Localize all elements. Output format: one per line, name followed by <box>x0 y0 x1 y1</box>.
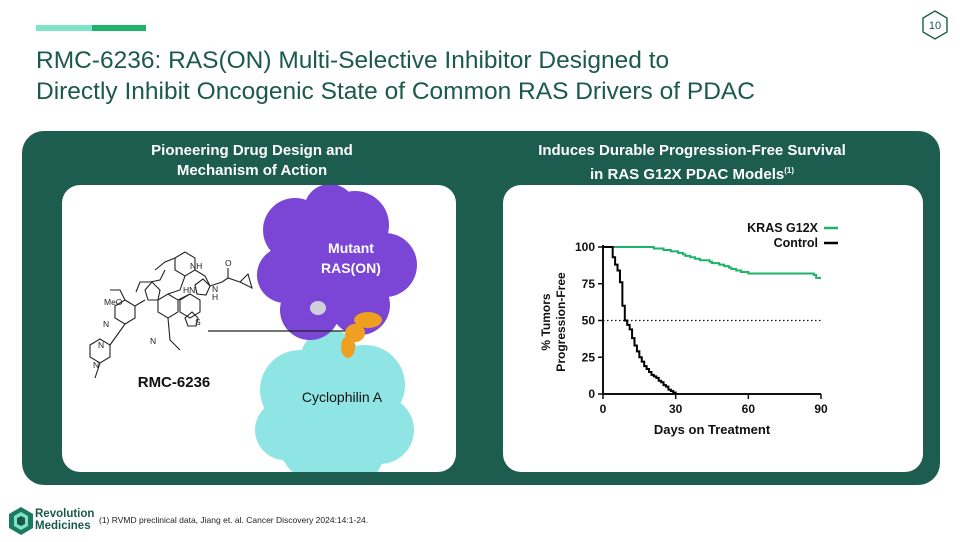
chart-series <box>603 246 821 394</box>
atom-label-nh: NH <box>190 261 202 271</box>
y-tick-label: 50 <box>582 314 596 328</box>
page-title: RMC-6236: RAS(ON) Multi-Selective Inhibi… <box>36 45 916 107</box>
atom-label-s: S <box>195 317 201 327</box>
atom-label-h-amide: H <box>212 292 218 302</box>
legend-label-1: KRAS G12X <box>747 221 819 235</box>
legend-label-2: Control <box>774 236 818 250</box>
company-logo-icon <box>9 507 33 535</box>
binding-pocket <box>310 301 326 315</box>
molecule-name: RMC-6236 <box>138 374 211 391</box>
drug-molecule-surface <box>341 312 382 358</box>
y-tick-label: 0 <box>588 387 595 401</box>
left-heading-line-2: Mechanism of Action <box>176 162 328 179</box>
atom-label-n-indole: N <box>150 336 156 346</box>
page-number-badge: 10 <box>922 10 948 40</box>
mutant-ras-protein <box>257 185 417 340</box>
company-name-line-2: Medicines <box>35 520 91 532</box>
x-tick-label: 90 <box>814 402 828 416</box>
x-tick-label: 60 <box>742 402 756 416</box>
atom-label-meo: MeO <box>104 297 123 307</box>
y-axis-label-line-1: % Tumors <box>539 293 553 350</box>
accent-bar-light <box>36 25 92 31</box>
accent-bar-dark <box>92 25 146 31</box>
left-heading-line-1: Pioneering Drug Design and <box>151 142 353 159</box>
series-line-1 <box>603 246 821 279</box>
x-tick-label: 0 <box>600 402 607 416</box>
x-axis-label: Days on Treatment <box>654 422 771 437</box>
chemical-structure <box>89 251 253 379</box>
right-heading-line-2: in RAS G12X PDAC Models <box>590 166 785 183</box>
y-tick-label: 100 <box>575 240 595 254</box>
y-axis-label-line-2: Progression-Free <box>554 272 568 372</box>
page-number: 10 <box>929 20 941 32</box>
chart-axes: 0 25 50 75 100 0 30 60 90 <box>575 240 828 416</box>
heading-footnote-ref: (1) <box>784 166 794 175</box>
mechanism-illustration: Mutant RAS(ON) Cyclophilin A MeO N HN NH… <box>89 185 417 472</box>
structure-atom-labels: MeO N HN NH N H O S N N N <box>93 258 232 370</box>
series-line-2 <box>603 246 677 394</box>
chart-card <box>503 185 923 472</box>
mutant-label-line-1: Mutant <box>328 240 374 256</box>
atom-label-n-pip-2: N <box>93 360 99 370</box>
cyclophilin-protein <box>255 330 414 472</box>
company-name: Revolution Medicines <box>35 508 94 532</box>
left-panel-heading: Pioneering Drug Design and Mechanism of … <box>62 141 442 181</box>
y-tick-label: 25 <box>582 350 596 364</box>
y-tick-label: 75 <box>582 277 596 291</box>
x-tick-label: 30 <box>669 402 683 416</box>
mutant-label-line-2: RAS(ON) <box>321 260 381 276</box>
atom-label-n-ring: N <box>103 319 109 329</box>
title-line-1: RMC-6236: RAS(ON) Multi-Selective Inhibi… <box>36 47 670 74</box>
right-panel-heading: Induces Durable Progression-Free Surviva… <box>492 141 892 185</box>
cyclophilin-label: Cyclophilin A <box>302 389 383 405</box>
footnote: (1) RVMD preclinical data, Jiang et. al.… <box>99 515 369 525</box>
atom-label-n-pip-1: N <box>98 340 104 350</box>
atom-label-o: O <box>225 258 232 268</box>
atom-label-hn: HN <box>183 285 195 295</box>
right-heading-line-1: Induces Durable Progression-Free Surviva… <box>538 142 846 159</box>
title-line-2: Directly Inhibit Oncogenic State of Comm… <box>36 78 755 105</box>
company-name-line-1: Revolution <box>35 508 95 520</box>
atom-label-n-amide: N <box>212 284 218 294</box>
